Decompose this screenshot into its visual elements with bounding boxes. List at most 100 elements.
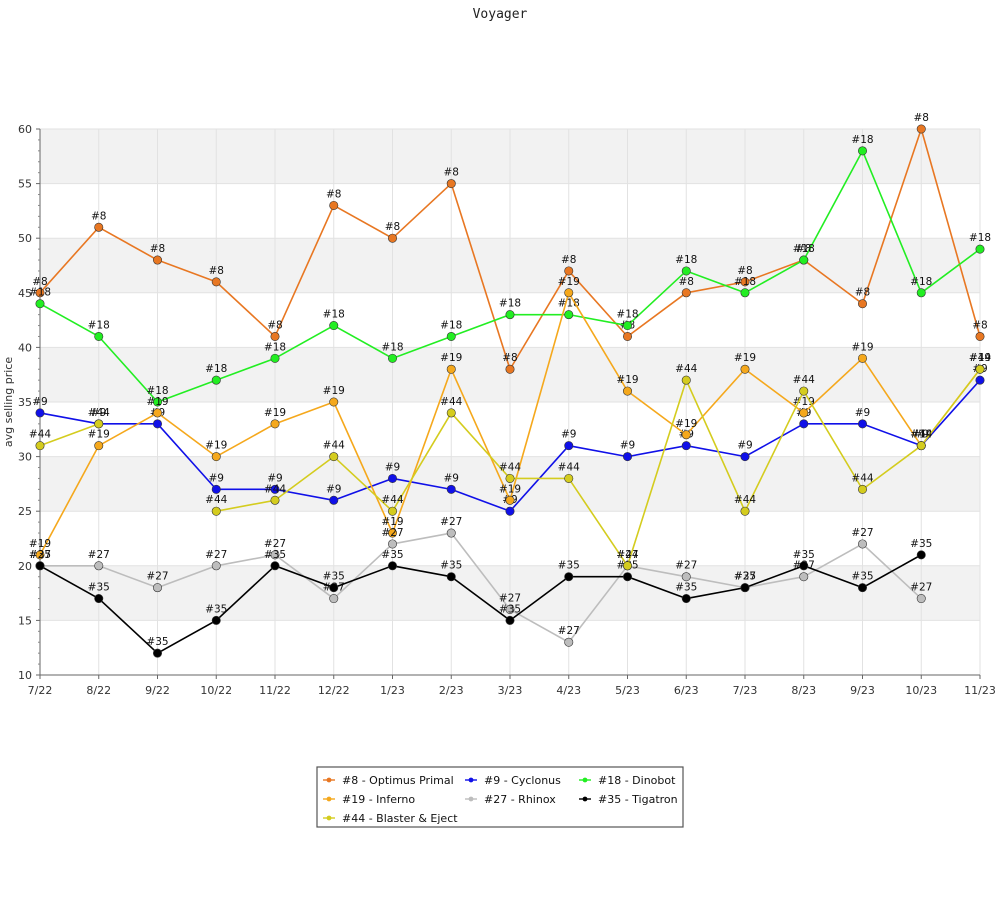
x-tick-label: 7/23: [733, 684, 758, 697]
data-point: [564, 310, 574, 320]
data-point: [153, 583, 163, 593]
data-point: [387, 528, 397, 538]
series-line-segment: [744, 368, 805, 414]
data-label: #18: [381, 341, 403, 353]
legend-label: #44 - Blaster & Eject: [342, 812, 458, 825]
data-point: [681, 288, 691, 298]
data-point: [564, 572, 574, 582]
data-point: [916, 550, 926, 560]
data-point: [211, 375, 221, 385]
series-line-segment: [39, 423, 100, 447]
data-label: #9: [620, 440, 635, 452]
series-line-segment: [98, 335, 159, 403]
data-point: [270, 550, 280, 560]
data-point: [211, 561, 221, 571]
data-point: [153, 397, 163, 407]
series-line-segment: [685, 368, 746, 436]
series-line-segment: [626, 379, 688, 567]
series-line-segment: [803, 543, 863, 578]
data-point: [622, 452, 632, 462]
data-label: #35: [205, 603, 227, 615]
series-line-segment: [157, 565, 217, 589]
series-line-segment: [862, 423, 922, 447]
data-label: #18: [910, 276, 932, 288]
series-line-segment: [685, 270, 746, 294]
series-line-segment: [803, 390, 864, 490]
data-label: #35: [910, 538, 932, 550]
data-label: #44: [499, 461, 521, 473]
y-tick-label: 55: [18, 178, 32, 191]
x-tick-label: 6/23: [674, 684, 699, 697]
data-label: #19: [734, 352, 756, 364]
data-label: #19: [558, 276, 580, 288]
series-line-segment: [450, 183, 511, 370]
data-point: [211, 615, 221, 625]
legend-swatch-marker: [326, 796, 332, 802]
data-label: #9: [855, 407, 870, 419]
series-line-segment: [744, 575, 804, 589]
data-point: [211, 484, 221, 494]
data-label: #19: [616, 374, 638, 386]
series-line-segment: [216, 554, 276, 567]
data-label: #8: [91, 210, 106, 222]
legend-item: #8 - Optimus Primal: [323, 774, 454, 787]
data-point: [446, 408, 456, 418]
data-point: [975, 375, 985, 385]
data-point: [94, 594, 104, 604]
series-line-segment: [98, 226, 158, 261]
data-label: #35: [323, 571, 345, 583]
series-line-segment: [450, 576, 511, 622]
data-label: #18: [499, 298, 521, 310]
series-line-segment: [39, 445, 100, 556]
data-label: #8: [561, 254, 576, 266]
series-line-segment: [333, 401, 394, 534]
series-line-segment: [391, 368, 453, 534]
data-point: [270, 419, 280, 429]
data-point: [740, 452, 750, 462]
data-label: #27: [29, 549, 51, 561]
data-point: [857, 299, 867, 309]
data-label: #8: [385, 221, 400, 233]
data-point: [446, 572, 456, 582]
data-point: [387, 233, 397, 243]
series-line-segment: [686, 575, 746, 589]
data-point: [211, 277, 221, 287]
legend-swatch-marker: [582, 796, 588, 802]
data-label: #19: [381, 516, 403, 528]
series-line-segment: [744, 259, 805, 283]
data-label: #8: [267, 319, 282, 331]
series-3: #19#19#19#19#19#19#19#19#19#19#19#19#19#…: [29, 276, 991, 560]
x-tick-label: 3/23: [498, 684, 523, 697]
data-label: #9: [737, 440, 752, 452]
data-point: [270, 561, 280, 571]
data-point: [740, 506, 750, 516]
series-line-segment: [157, 619, 217, 654]
series-line-segment: [39, 565, 100, 600]
series-line-segment: [686, 444, 746, 458]
data-label: #9: [385, 461, 400, 473]
data-label: #35: [675, 582, 697, 594]
series-line-segment: [333, 477, 393, 502]
x-tick-label: 2/23: [439, 684, 464, 697]
data-label: #35: [558, 560, 580, 572]
legend-item: #18 - Dinobot: [579, 774, 676, 787]
data-point: [740, 277, 750, 287]
data-label: #18: [558, 298, 580, 310]
data-label: #18: [969, 232, 991, 244]
series-line-segment: [509, 576, 570, 622]
legend-box: [316, 766, 684, 828]
data-point: [975, 244, 985, 254]
series-6: #44#44#44#44#44#44#44#44 #44#44#44#44#44#…: [29, 352, 991, 571]
data-label: #8: [679, 276, 694, 288]
data-point: [505, 615, 515, 625]
data-point: [329, 321, 339, 331]
legend-label: #9 - Cyclonus: [484, 774, 561, 787]
data-label: #27: [675, 560, 697, 572]
series-line-segment: [39, 412, 99, 425]
data-label: #27: [440, 516, 462, 528]
series-0: #8#8#8#8#8#8#8#8#8#8#8#8#8#8#8#8#8: [32, 112, 988, 374]
data-point: [446, 484, 456, 494]
data-label: #8: [972, 319, 987, 331]
data-label: #27: [558, 625, 580, 637]
